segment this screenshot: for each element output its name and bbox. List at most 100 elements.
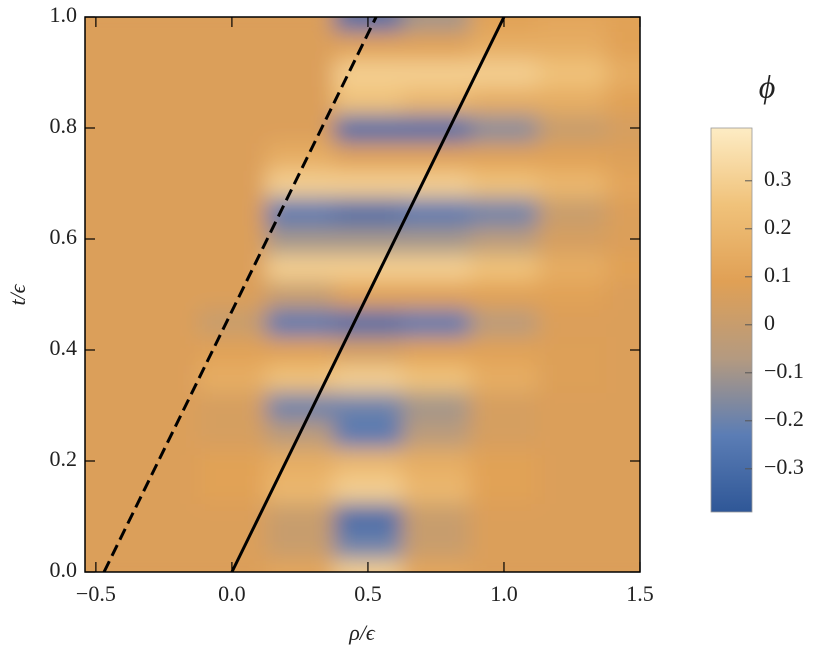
colorbar-title: ϕ (759, 68, 776, 104)
colorbar-tick-label: 0.3 (764, 166, 792, 191)
heatmap-cell (265, 308, 335, 338)
heatmap-cell (469, 419, 539, 449)
colorbar-tick-label: −0.3 (764, 454, 804, 479)
heatmap-cell (85, 30, 131, 60)
reference-line (102, 17, 378, 572)
heatmap-cell (469, 530, 539, 560)
x-tick-label: 0.0 (218, 581, 246, 606)
heatmap-cell (129, 114, 199, 143)
heatmap-cell (401, 530, 471, 560)
heatmap-cell (537, 447, 607, 476)
heatmap-cell (401, 336, 471, 365)
heatmap-cell (401, 308, 471, 338)
heatmap-cell (85, 197, 131, 227)
heatmap-cell (333, 197, 403, 227)
heatmap-cell (129, 530, 199, 560)
heatmap-cell (197, 114, 267, 143)
heatmap-cell (605, 419, 640, 449)
heatmap-cell (537, 336, 607, 365)
heatmap-cell (197, 530, 267, 560)
heatmap-cell (197, 225, 267, 254)
colorbar-tick-label: 0.1 (764, 262, 792, 287)
colorbar-tick-label: 0.2 (764, 214, 792, 239)
heatmap-cell (537, 114, 607, 143)
reference-line (230, 17, 506, 572)
colorbar (710, 127, 753, 513)
heatmap-cell (197, 280, 267, 310)
heatmap-cell (401, 363, 471, 393)
heatmap-cell (469, 197, 539, 227)
heatmap-cell (401, 502, 471, 532)
heatmap-cell (265, 502, 335, 532)
heatmap-cell (197, 197, 267, 227)
x-tick-label: 1.0 (490, 581, 518, 606)
heatmap-cell (537, 169, 607, 199)
y-tick-label: 0.2 (50, 446, 78, 471)
heatmap-cell (469, 308, 539, 338)
heatmap-cell (605, 363, 640, 393)
heatmap-cell (401, 30, 471, 60)
heatmap-cell (605, 280, 640, 310)
heatmap-cell (265, 86, 335, 116)
heatmap-cell (333, 86, 403, 116)
heatmap-cell (469, 391, 539, 421)
y-tick-label: 0.4 (50, 335, 78, 360)
heatmap-cell (605, 141, 640, 171)
heatmap-cell (333, 447, 403, 476)
colorbar-tick-label: 0 (764, 310, 775, 335)
heatmap-cell (333, 502, 403, 532)
heatmap-cell (401, 58, 471, 88)
heatmap-cell (605, 17, 640, 32)
heatmap-cell (605, 558, 640, 572)
x-axis-label: ρ/ϵ (348, 620, 376, 645)
heatmap-cell (197, 363, 267, 393)
heatmap-cell (85, 86, 131, 116)
heatmap-cell (401, 169, 471, 199)
heatmap-cell (605, 391, 640, 421)
x-tick-label: −0.5 (76, 581, 116, 606)
heatmap-cell (85, 502, 131, 532)
heatmap-cell (129, 308, 199, 338)
heatmap-cell (197, 447, 267, 476)
heatmap-cell (333, 169, 403, 199)
heatmap-cell (605, 252, 640, 282)
heatmap-cell (129, 336, 199, 365)
heatmap-cell (85, 308, 131, 338)
heatmap-cell (401, 225, 471, 254)
heatmap-cell (197, 169, 267, 199)
heatmap-cell (401, 280, 471, 310)
heatmap-cell (605, 308, 640, 338)
y-axis-label: t/ϵ (5, 283, 30, 305)
heatmap-cell (469, 447, 539, 476)
heatmap-cell (85, 530, 131, 560)
heatmap-cell (537, 530, 607, 560)
heatmap-cell (537, 419, 607, 449)
heatmap-cell (469, 114, 539, 143)
heatmap-cell (469, 225, 539, 254)
heatmap-cell (197, 391, 267, 421)
heatmap-cell (537, 30, 607, 60)
heatmap-cell (537, 58, 607, 88)
heatmap-cell (85, 169, 131, 199)
heatmap-cell (333, 474, 403, 504)
heatmap-cell (129, 363, 199, 393)
heatmap-cell (401, 558, 471, 572)
heatmap-cell (333, 391, 403, 421)
heatmap-cell (605, 169, 640, 199)
heatmap-cell (129, 86, 199, 116)
heatmap-cell (265, 336, 335, 365)
heatmap-cell (605, 530, 640, 560)
heatmap-cell (129, 225, 199, 254)
heatmap-cell (469, 86, 539, 116)
heatmap-cell (401, 86, 471, 116)
y-tick-label: 0.6 (50, 224, 78, 249)
heatmap-cell (197, 502, 267, 532)
heatmap-cell (265, 530, 335, 560)
heatmap-cell (265, 280, 335, 310)
heatmap-cell (537, 558, 607, 572)
heatmap-cell (537, 197, 607, 227)
heatmap-cell (333, 308, 403, 338)
heatmap-cell (265, 141, 335, 171)
heatmap-cell (401, 447, 471, 476)
heatmap-cell (605, 58, 640, 88)
